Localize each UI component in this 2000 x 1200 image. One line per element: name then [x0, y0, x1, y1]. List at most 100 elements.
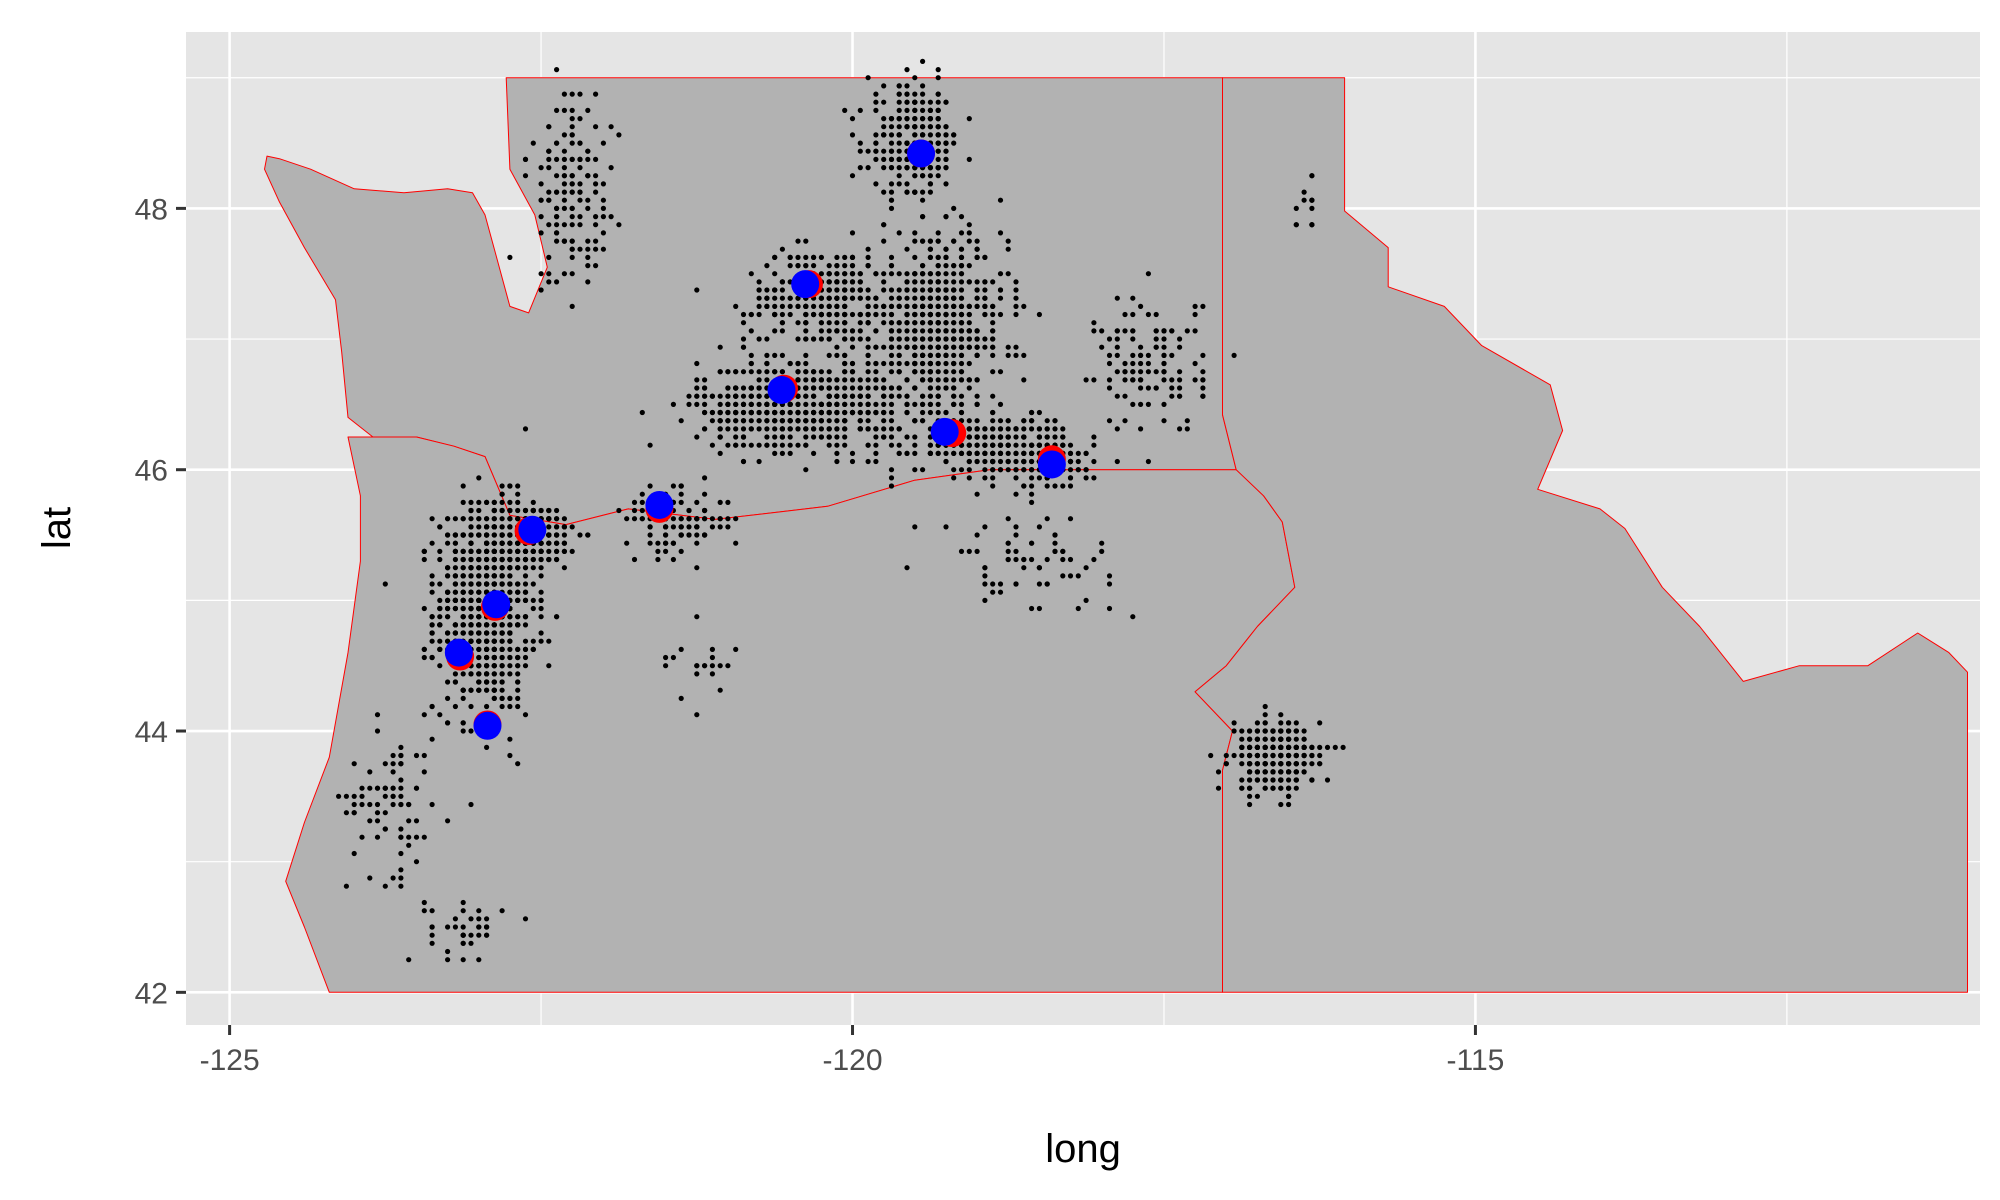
data-point	[1021, 483, 1027, 489]
data-point	[1106, 360, 1113, 367]
data-point	[818, 434, 825, 440]
data-point	[772, 303, 778, 309]
data-point	[639, 516, 645, 522]
data-point	[818, 418, 825, 424]
data-point	[966, 238, 972, 244]
data-point	[818, 271, 825, 277]
data-point	[935, 254, 941, 260]
data-point	[1286, 769, 1292, 775]
data-point	[803, 336, 809, 342]
data-point	[982, 450, 988, 456]
data-point	[1231, 752, 1237, 759]
data-point	[787, 401, 793, 407]
data-point	[468, 565, 474, 571]
data-point	[888, 181, 895, 187]
data-point	[1067, 450, 1074, 456]
data-point	[935, 279, 941, 285]
data-point	[927, 401, 934, 407]
data-point	[429, 736, 435, 742]
data-point	[857, 426, 863, 432]
data-point	[982, 573, 988, 579]
data-point	[1161, 336, 1167, 342]
data-point	[772, 401, 778, 407]
data-point	[764, 434, 770, 440]
data-point	[795, 401, 801, 407]
data-point	[779, 352, 786, 358]
data-point	[818, 385, 825, 391]
data-point	[1130, 336, 1136, 342]
data-point	[943, 246, 949, 252]
data-point	[484, 532, 490, 538]
data-point	[748, 401, 754, 407]
data-point	[522, 916, 529, 922]
data-point	[779, 279, 786, 285]
data-point	[1286, 728, 1292, 734]
data-point	[943, 181, 949, 187]
data-point	[717, 499, 723, 505]
data-point	[888, 336, 895, 342]
data-point	[857, 279, 863, 285]
data-point	[881, 393, 887, 399]
data-point	[1106, 418, 1113, 424]
y-tick-label: 44	[135, 716, 168, 749]
data-point	[1005, 246, 1011, 252]
data-point	[1005, 540, 1011, 546]
data-point	[507, 703, 513, 710]
data-point	[896, 230, 902, 236]
data-point	[756, 295, 762, 301]
data-point	[429, 581, 435, 587]
data-point	[429, 516, 435, 522]
data-point	[920, 401, 926, 407]
data-point	[842, 360, 848, 367]
data-point	[561, 173, 568, 179]
data-point	[554, 238, 560, 244]
data-point	[990, 475, 996, 481]
data-point	[888, 271, 895, 277]
data-point	[1161, 369, 1167, 375]
data-point	[811, 254, 817, 260]
x-tick-label: -115	[1447, 1044, 1505, 1077]
data-point	[725, 442, 731, 448]
data-point	[920, 344, 926, 350]
data-point	[927, 189, 934, 195]
data-point	[756, 369, 762, 375]
data-point	[538, 548, 544, 555]
data-point	[484, 622, 490, 628]
data-point	[873, 377, 879, 383]
center-blue	[1037, 450, 1066, 479]
data-point	[515, 614, 521, 620]
data-point	[1044, 483, 1050, 489]
data-point	[865, 165, 871, 171]
data-point	[842, 263, 848, 269]
data-point	[826, 385, 832, 391]
data-point	[694, 516, 700, 522]
data-point	[764, 303, 770, 309]
data-point	[974, 328, 980, 334]
data-point	[849, 393, 856, 399]
data-point	[958, 467, 965, 473]
data-point	[982, 467, 988, 473]
data-point	[445, 516, 451, 522]
data-point	[382, 581, 388, 587]
data-point	[515, 761, 521, 767]
data-point	[499, 556, 505, 563]
data-point	[920, 58, 926, 64]
data-point	[834, 393, 840, 399]
data-point	[1200, 352, 1206, 358]
data-point	[764, 426, 770, 432]
data-point	[834, 320, 840, 326]
data-point	[990, 320, 996, 326]
data-point	[740, 311, 747, 318]
data-point	[826, 442, 832, 448]
data-point	[974, 352, 980, 358]
data-point	[507, 752, 513, 759]
data-point	[920, 83, 926, 89]
data-point	[725, 426, 731, 432]
data-point	[460, 932, 466, 938]
data-point	[1044, 556, 1050, 563]
data-point	[561, 222, 568, 228]
data-point	[725, 499, 731, 505]
data-point	[1293, 744, 1299, 751]
data-point	[1192, 377, 1198, 383]
data-point	[974, 377, 980, 383]
